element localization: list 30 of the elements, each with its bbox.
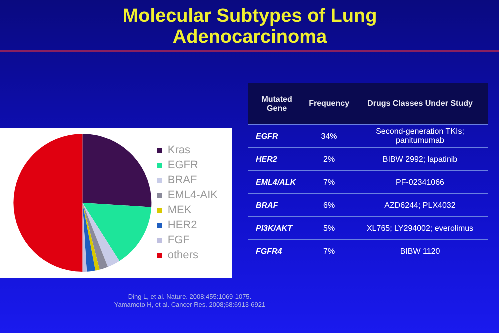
- text: FGFR4: [248, 240, 306, 262]
- text: 6%: [306, 194, 353, 216]
- text: BIBW 1120: [352, 240, 488, 262]
- text: 7%: [306, 240, 353, 262]
- legend-label: Kras: [168, 144, 191, 157]
- text: AZD6244; PLX4032: [352, 194, 488, 216]
- text: 2%: [306, 148, 353, 170]
- legend-label: HER2: [168, 220, 198, 232]
- legend-label: others: [168, 250, 199, 262]
- text: EML4/ALK: [248, 170, 306, 194]
- legend-label: BRAF: [168, 174, 198, 187]
- text: HER2: [248, 148, 306, 170]
- category-label: Frequency: [306, 83, 353, 124]
- text: 7%: [306, 170, 353, 194]
- legend-label: EGFR: [168, 160, 198, 172]
- text: XL765; LY294002; everolimus: [352, 216, 488, 240]
- category-label: Mutated Gene: [248, 83, 306, 124]
- text: 34%: [306, 124, 353, 148]
- legend-label: FGF: [168, 234, 190, 247]
- text: PF-02341066: [352, 170, 488, 194]
- text: Second-generation TKIs; panitumumab: [352, 124, 488, 148]
- text: 5%: [306, 216, 353, 240]
- text: BRAF: [248, 194, 306, 216]
- chart-title: Molecular Subtypes of Lung Adenocarcinoma: [122, 6, 378, 48]
- legend-label: MEK: [168, 204, 192, 217]
- text: EGFR: [248, 124, 306, 148]
- legend-label: EML4-AIK: [168, 190, 219, 202]
- text: PI3K/AKT: [248, 216, 306, 240]
- category-label: Drugs Classes Under Study: [352, 83, 488, 124]
- text: BIBW 2992; lapatinib: [352, 148, 488, 170]
